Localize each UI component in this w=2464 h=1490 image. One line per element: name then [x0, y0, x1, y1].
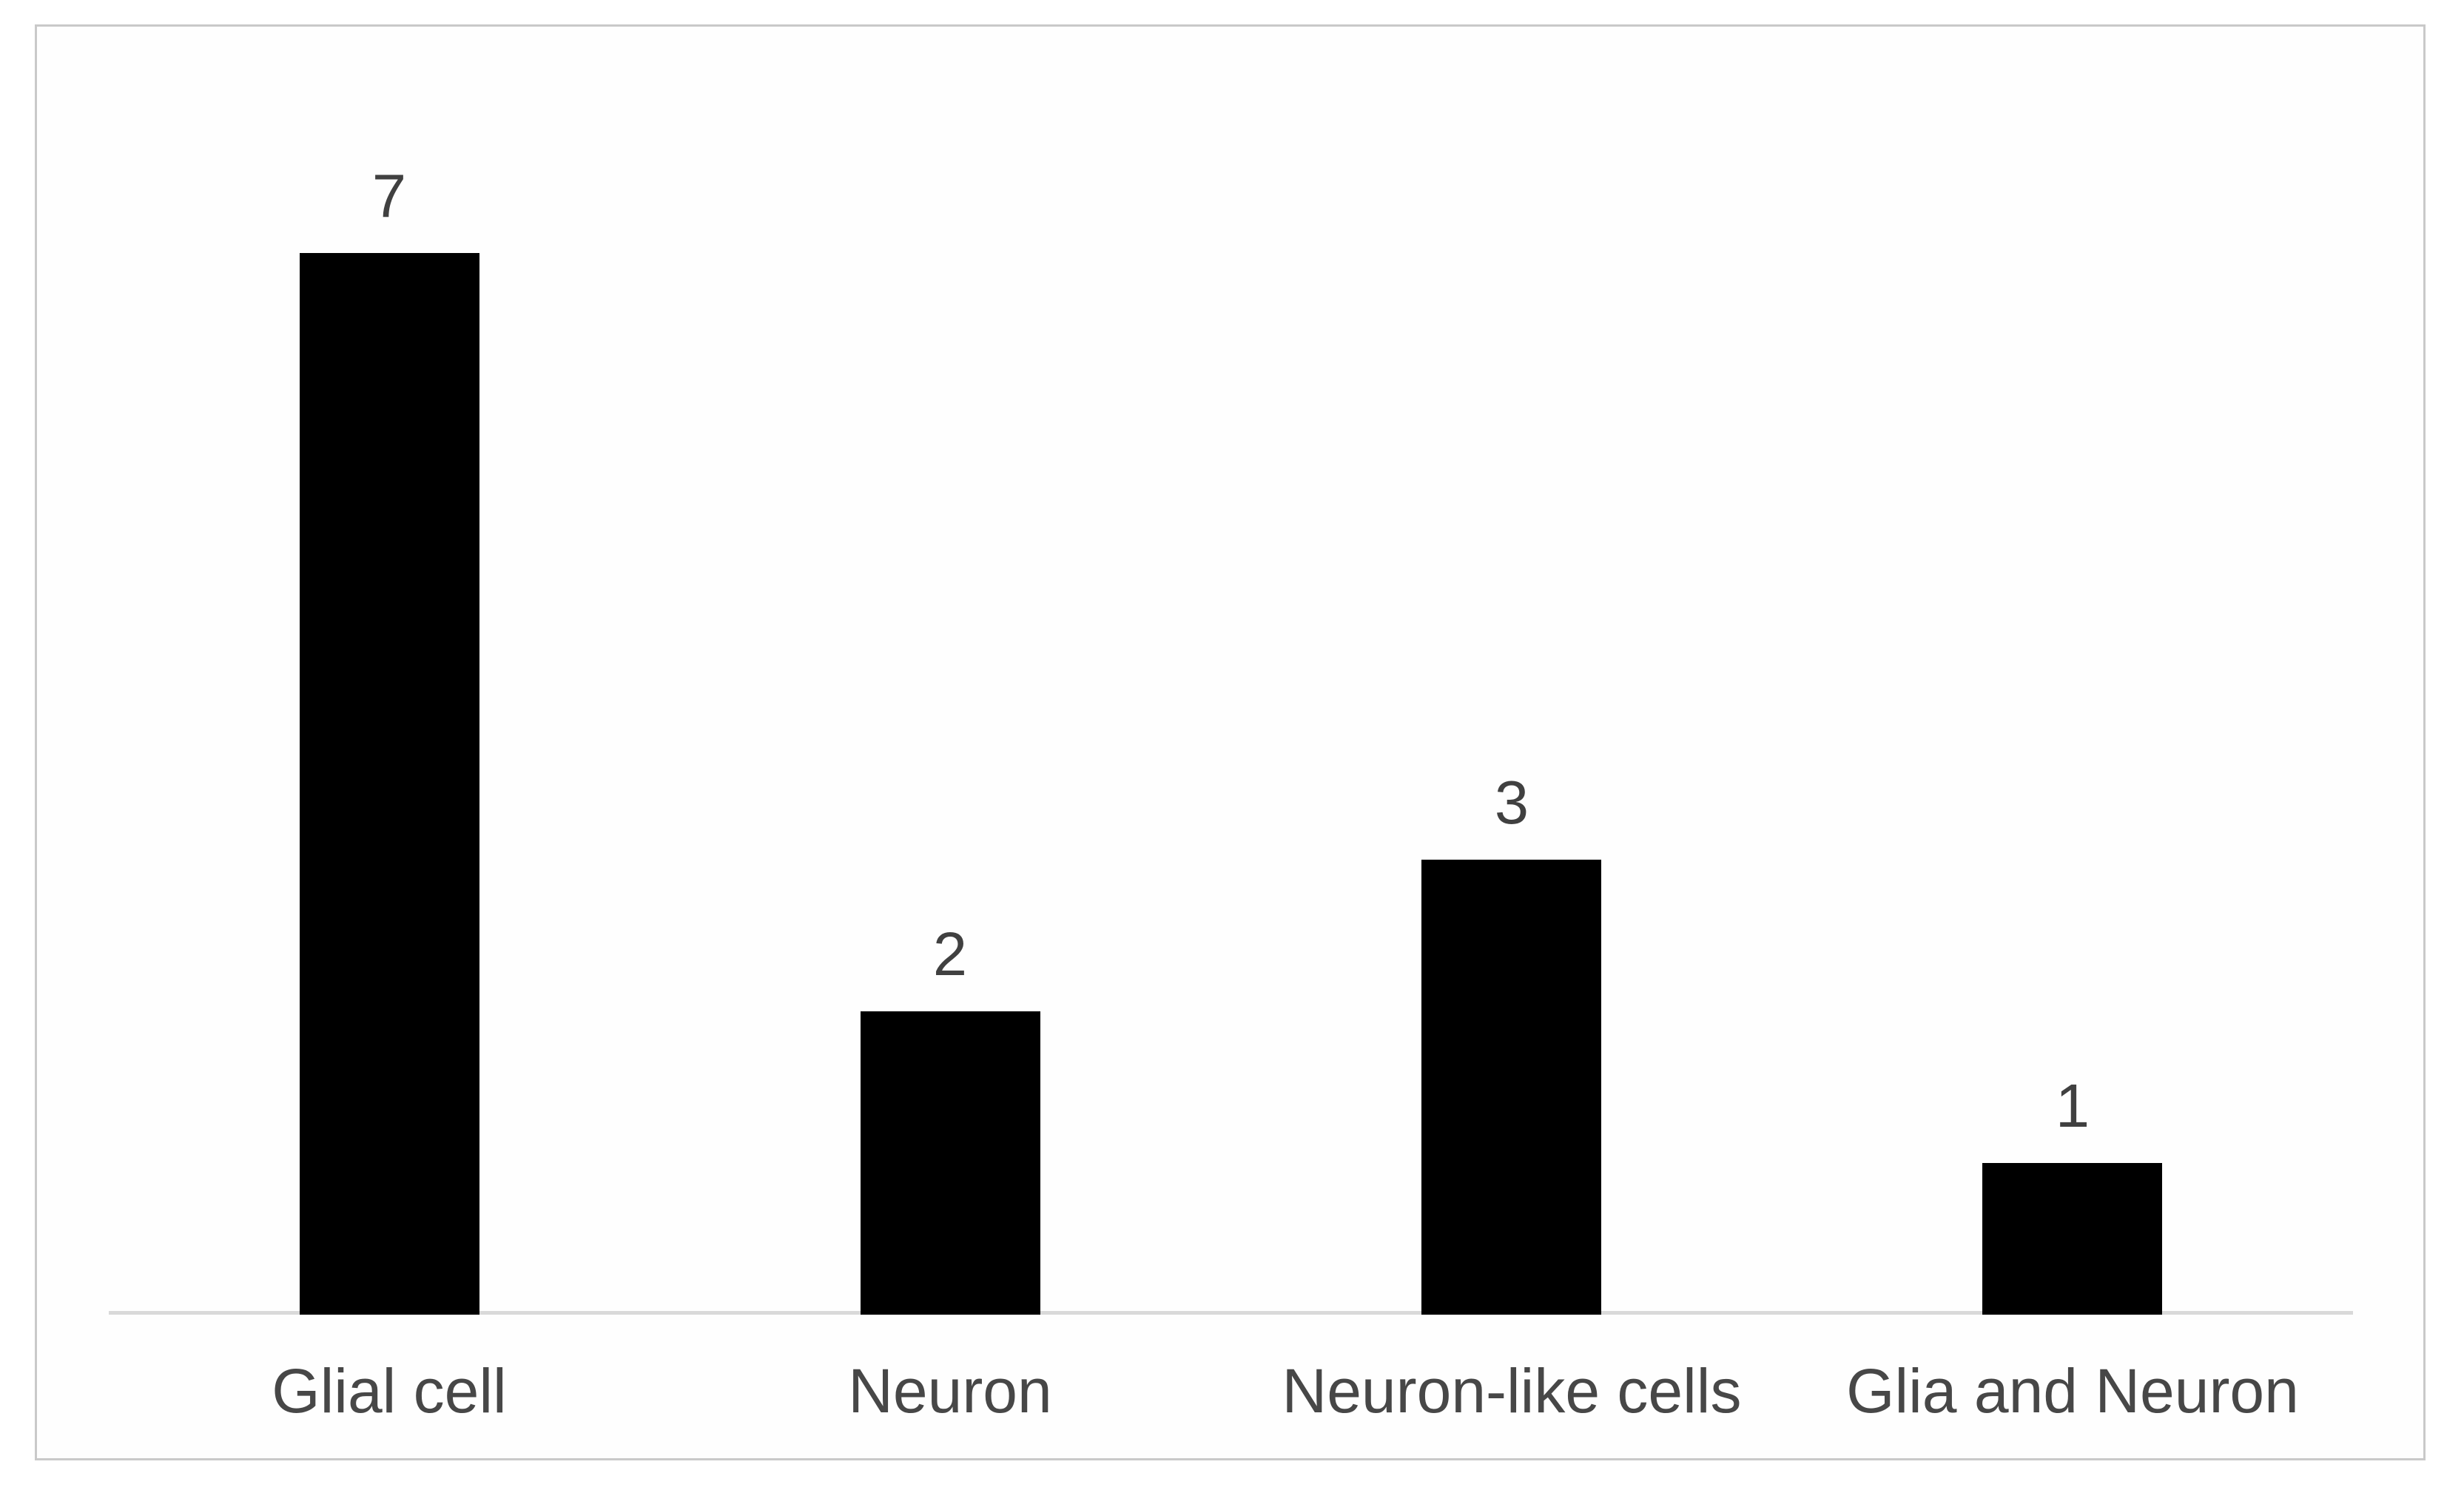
category-label-neuron: Neuron [848, 1356, 1052, 1426]
x-axis-line [109, 1311, 2353, 1315]
value-label-neuron-like-cells: 3 [1494, 768, 1529, 837]
value-label-glia-and-neuron: 1 [2055, 1071, 2090, 1140]
plot-area: 7 Glial cell 2 Neuron 3 Neuron-like cells 1 Gli… [37, 27, 2423, 1458]
bar-neuron [861, 1011, 1040, 1315]
chart-frame: 7 Glial cell 2 Neuron 3 Neuron-like cells 1 Gli… [35, 24, 2426, 1460]
category-label-glial-cell: Glial cell [272, 1356, 507, 1426]
bar-glia-and-neuron [1982, 1163, 2162, 1315]
category-label-glia-and-neuron: Glia and Neuron [1846, 1356, 2299, 1426]
bar-glial-cell [300, 253, 479, 1315]
category-label-neuron-like-cells: Neuron-like cells [1282, 1356, 1742, 1426]
value-label-neuron: 2 [932, 920, 968, 988]
bar-neuron-like-cells [1421, 860, 1601, 1315]
value-label-glial-cell: 7 [371, 161, 407, 230]
